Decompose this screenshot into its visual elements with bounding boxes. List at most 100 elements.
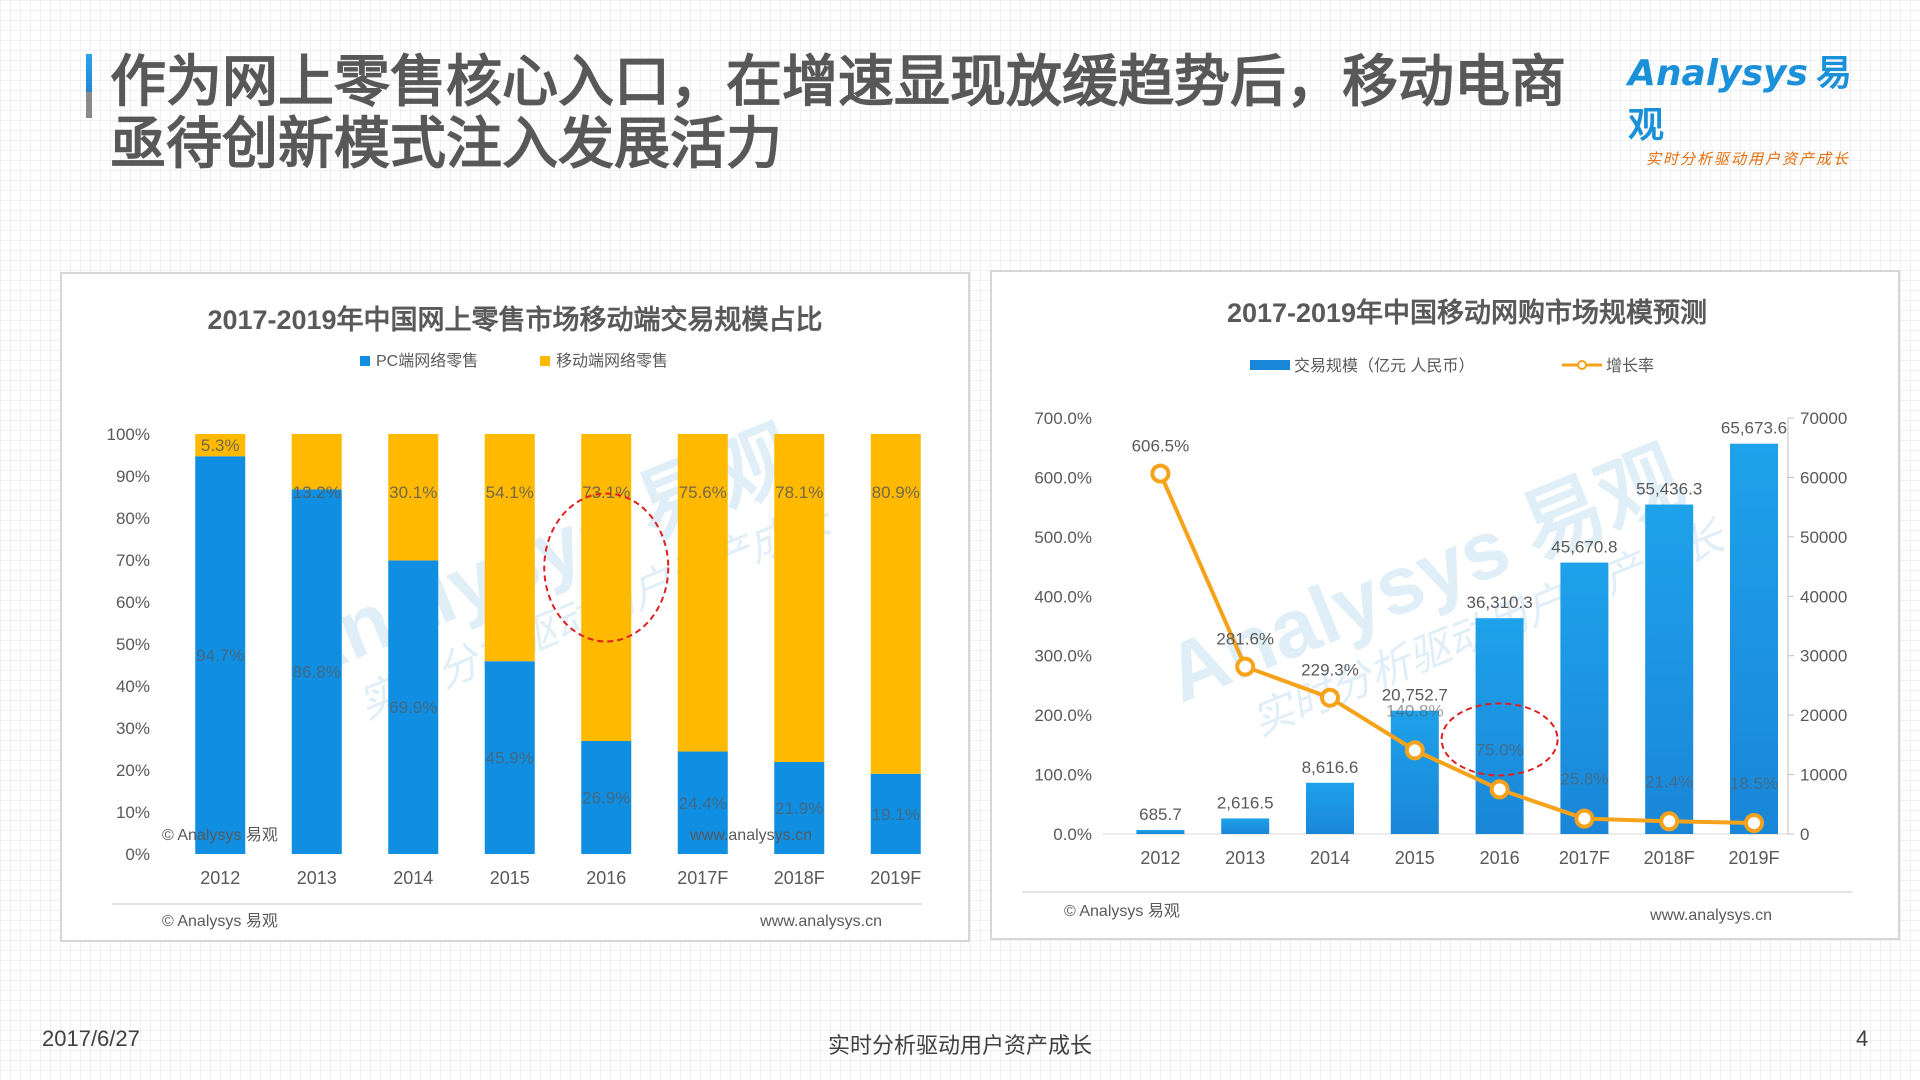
- data-label-pc: 86.8%: [293, 663, 341, 682]
- data-label-volume: 45,670.8: [1551, 538, 1617, 557]
- title-accent-bar: [86, 54, 92, 118]
- x-tick-label: 2012: [1140, 848, 1180, 868]
- chart-title: 2017-2019年中国移动网购市场规模预测: [1227, 297, 1707, 328]
- chart-title: 2017-2019年中国网上零售市场移动端交易规模占比: [207, 304, 822, 335]
- growth-point: [1744, 813, 1764, 834]
- growth-point: [1150, 463, 1171, 484]
- growth-point: [1574, 808, 1595, 829]
- data-label-pc: 21.9%: [775, 799, 823, 818]
- title-accent-bar-lower: [86, 92, 92, 118]
- bar-mobile: [774, 434, 825, 763]
- chart-panel-share: 2017-2019年中国网上零售市场移动端交易规模占比 PC端网络零售 移动端网…: [60, 272, 970, 942]
- x-tick-label: 2018F: [774, 868, 825, 888]
- data-label-growth: 229.3%: [1301, 661, 1359, 680]
- legend-swatch-mobile: [540, 356, 550, 366]
- right-y-tick-label: 0: [1800, 825, 1809, 844]
- y-tick-label: 10%: [116, 803, 150, 822]
- inner-source-right: www.analysys.cn: [689, 827, 812, 844]
- data-label-volume: 55,436.3: [1636, 480, 1702, 499]
- footer-date: 2017/6/27: [42, 1026, 140, 1051]
- data-label-growth: 281.6%: [1216, 630, 1274, 649]
- bar-mobile: [388, 434, 439, 561]
- bar-pc: [870, 773, 921, 854]
- bar-mobile: [484, 434, 535, 662]
- source-left: © Analysys 易观: [162, 913, 278, 930]
- data-label-growth: 21.4%: [1645, 772, 1693, 791]
- data-label-pc: 45.9%: [486, 749, 534, 768]
- x-tick-label: 2013: [297, 868, 337, 888]
- y-tick-label: 20%: [116, 761, 150, 780]
- left-y-tick-label: 200.0%: [1034, 706, 1092, 725]
- legend-marker-growth: [1577, 360, 1587, 370]
- x-tick-label: 2015: [1395, 848, 1435, 868]
- growth-point: [1404, 740, 1425, 761]
- bar-volume: [1306, 782, 1354, 834]
- analysys-logo: Analysys 易观 实时分析驱动用户资产成长: [1628, 44, 1868, 168]
- bar-volume: [1475, 618, 1524, 834]
- growth-point: [1659, 811, 1680, 832]
- left-y-tick-label: 700.0%: [1034, 409, 1092, 428]
- bar-pc: [484, 661, 535, 854]
- data-label-pc: 24.4%: [679, 794, 727, 813]
- x-tick-label: 2019F: [870, 868, 921, 888]
- data-label-mobile: 5.3%: [201, 436, 240, 455]
- chart-panel-scale: 2017-2019年中国移动网购市场规模预测 交易规模（亿元 人民币） 增长率 …: [990, 270, 1900, 940]
- data-label-mobile: 78.1%: [775, 483, 823, 502]
- bar-pc: [677, 751, 728, 854]
- data-label-volume: 65,673.6: [1721, 419, 1787, 438]
- right-y-tick-label: 40000: [1800, 587, 1847, 606]
- growth-point: [1320, 687, 1340, 708]
- y-tick-label: 80%: [116, 509, 150, 528]
- x-tick-label: 2016: [1480, 848, 1520, 868]
- bar-pc: [774, 762, 825, 854]
- bar-mobile: [291, 434, 342, 490]
- data-label-pc: 19.1%: [872, 805, 920, 824]
- legend-label-volume: 交易规模（亿元 人民币）: [1294, 357, 1474, 375]
- data-label-pc: 69.9%: [389, 698, 437, 717]
- bar-mobile: [677, 434, 728, 752]
- x-tick-label: 2014: [1310, 848, 1350, 868]
- data-label-mobile: 73.1%: [582, 483, 630, 502]
- right-y-tick-label: 30000: [1800, 647, 1847, 666]
- y-tick-label: 50%: [116, 635, 150, 654]
- data-label-volume: 36,310.3: [1467, 593, 1533, 612]
- legend-label-pc: PC端网络零售: [376, 351, 478, 370]
- logo-slogan: 实时分析驱动用户资产成长: [1646, 151, 1851, 168]
- bar-volume: [1730, 443, 1778, 834]
- data-label-volume: 20,752.7: [1382, 686, 1448, 705]
- bar-volume: [1136, 829, 1185, 834]
- right-y-tick-label: 10000: [1800, 766, 1847, 785]
- x-tick-label: 2019F: [1728, 848, 1779, 868]
- data-label-mobile: 30.1%: [389, 483, 437, 502]
- x-tick-label: 2017F: [1559, 848, 1610, 868]
- legend-swatch-pc: [360, 356, 370, 366]
- bar-mobile: [870, 434, 921, 774]
- watermark: Analysys 易观 实时分析驱动用户资产成长: [269, 410, 839, 728]
- y-tick-label: 0%: [125, 845, 150, 864]
- right-y-tick-label: 50000: [1800, 528, 1847, 547]
- x-tick-label: 2018F: [1644, 848, 1695, 868]
- y-tick-label: 100%: [107, 425, 150, 444]
- bar-volume: [1560, 562, 1609, 834]
- y-tick-label: 60%: [116, 593, 150, 612]
- bar-mobile: [195, 434, 246, 457]
- x-tick-label: 2017F: [677, 868, 728, 888]
- right-y-tick-label: 70000: [1800, 409, 1847, 428]
- y-tick-label: 90%: [116, 467, 150, 486]
- legend-label-mobile: 移动端网络零售: [556, 351, 668, 370]
- left-y-tick-label: 600.0%: [1034, 468, 1092, 487]
- bar-pc: [581, 741, 632, 854]
- legend-label-growth: 增长率: [1606, 357, 1654, 375]
- logo-text: nalysys: [1655, 53, 1808, 94]
- data-label-mobile: 75.6%: [679, 483, 727, 502]
- x-tick-label: 2015: [490, 868, 530, 888]
- left-y-tick-label: 400.0%: [1034, 587, 1092, 606]
- data-label-growth: 606.5%: [1132, 437, 1190, 456]
- bar-volume: [1645, 504, 1694, 834]
- bar-volume: [1390, 710, 1439, 834]
- data-label-mobile: 13.2%: [293, 483, 341, 502]
- highlight-circle: [543, 492, 670, 643]
- data-label-volume: 8,616.6: [1302, 758, 1359, 777]
- data-label-pc: 26.9%: [582, 789, 630, 808]
- highlight-circle: [1440, 702, 1559, 777]
